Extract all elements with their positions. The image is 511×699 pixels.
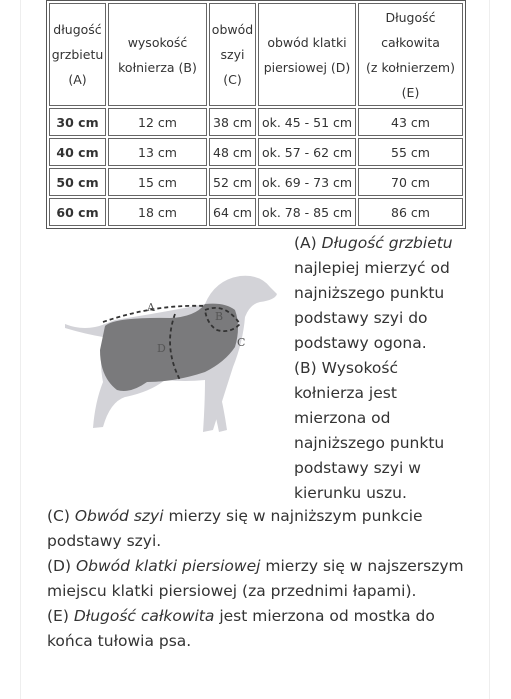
header-cell: obwód szyi (C) [209,3,256,106]
table-cell: ok. 69 - 73 cm [258,168,356,196]
label-b: B [215,310,223,323]
table-cell: 18 cm [108,198,207,226]
table-row: 50 cm 15 cm 52 cm ok. 69 - 73 cm 70 cm [49,168,463,196]
table-cell: ok. 78 - 85 cm [258,198,356,226]
table-cell: 43 cm [358,108,463,136]
table-cell: 12 cm [108,108,207,136]
header-line: wysokość [127,34,188,50]
header-line: Długość [385,9,436,25]
header-line: grzbietu [51,47,104,62]
table-cell: 15 cm [108,168,207,196]
header-line: kołnierza (B) [118,59,197,75]
measure-lines [102,304,242,381]
size-table: długość grzbietu (A) wysokość kołnierza (B) o… [46,0,466,229]
paragraph: (E) Długość całkowita jest mierzona od m… [47,604,477,654]
table-cell: 40 cm [49,138,106,166]
paragraph-prefix: (D) [47,557,72,575]
label-c: C [237,336,245,349]
header-line: piersiowej (D) [263,59,351,75]
table-cell: ok. 57 - 62 cm [258,138,356,166]
table-cell: ok. 45 - 51 cm [258,108,356,136]
header-row: długość grzbietu (A) wysokość kołnierza (B) o… [49,3,463,106]
paragraph-term: Obwód szyi [74,507,164,525]
label-d: D [157,342,166,355]
table-cell: 70 cm [358,168,463,196]
table-cell: 48 cm [209,138,256,166]
header-line: długość [53,22,102,37]
paragraph-text: Wysokość kołnierza jest mierzona od najn… [294,359,445,502]
card [20,0,490,699]
paragraph-prefix: (B) [294,359,317,377]
paragraph-text: najlepiej mierzyć od najniższego punktu … [294,259,450,352]
paragraph: (B) Wysokość kołnierza jest mierzona od … [294,356,470,506]
dog-coat [100,303,238,391]
paragraph-term: Długość grzbietu [321,234,453,252]
table-cell: 13 cm [108,138,207,166]
paragraph-prefix: (C) [47,507,70,525]
header-cell: długość grzbietu (A) [49,3,106,106]
table-cell: 50 cm [49,168,106,196]
header-line: całkowita [381,34,440,50]
table-cell: 64 cm [209,198,256,226]
table-cell: 38 cm [209,108,256,136]
paragraph-text: mierzy się w najszerszym miejscu klatki … [47,557,464,600]
header-line: szyi [220,47,245,62]
table-cell: 55 cm [358,138,463,166]
header-line: obwód klatki [267,34,347,50]
header-line: (E) [401,84,420,100]
paragraph: (A) Długość grzbietu najlepiej mierzyć o… [294,231,470,356]
table-row: 60 cm 18 cm 64 cm ok. 78 - 85 cm 86 cm [49,198,463,226]
paragraph: (C) Obwód szyi mierzy się w najniższym p… [47,504,477,554]
paragraph-text: jest mierzona od mostka do końca tułowia… [47,607,435,650]
header-cell: Długość całkowita (z kołnierzem) (E) [358,3,463,106]
paragraph-prefix: (E) [47,607,69,625]
table-cell: 86 cm [358,198,463,226]
paragraph-text: mierzy się w najniższym punkcie podstawy… [47,507,423,550]
header-line: (A) [68,72,87,87]
paragraph-term: Obwód klatki piersiowej [75,557,261,575]
paragraph-prefix: (A) [294,234,317,252]
paragraph-term: Długość całkowita [73,607,215,625]
table-cell: 60 cm [49,198,106,226]
table-cell: 52 cm [209,168,256,196]
header-line: obwód [211,22,254,37]
label-a: A [146,301,156,314]
header-cell: wysokość kołnierza (B) [108,3,207,106]
header-line: (z kołnierzem) [366,59,455,75]
dog-diagram: A B C D [65,275,277,432]
header-cell: obwód klatki piersiowej (D) [258,3,356,106]
table-cell: 30 cm [49,108,106,136]
paragraph: (D) Obwód klatki piersiowej mierzy się w… [47,554,477,604]
table-row: 40 cm 13 cm 48 cm ok. 57 - 62 cm 55 cm [49,138,463,166]
table-row: 30 cm 12 cm 38 cm ok. 45 - 51 cm 43 cm [49,108,463,136]
header-line: (C) [223,72,242,87]
